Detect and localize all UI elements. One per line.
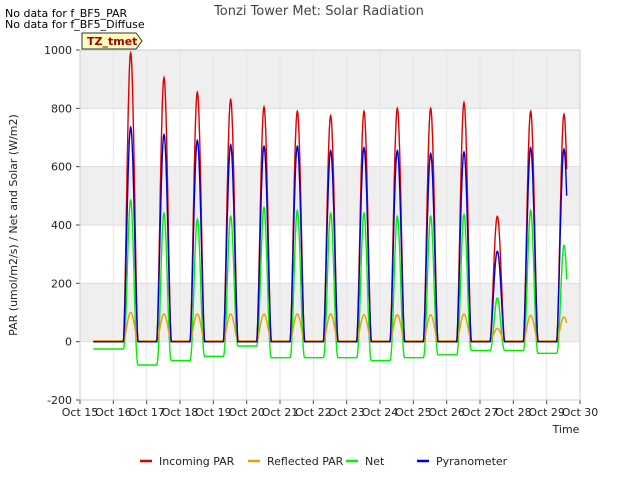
x-tick-label: Oct 23 [328,406,365,419]
y-tick-label: 600 [51,161,72,174]
x-tick-label: Oct 21 [262,406,299,419]
x-tick-label: Oct 25 [395,406,432,419]
y-tick-label: 800 [51,102,72,115]
plot-frame [79,49,581,401]
x-tick-label: Oct 18 [162,406,199,419]
x-tick-label: Oct 15 [62,406,99,419]
legend-label: Net [365,455,385,468]
y-axis-label: PAR (umol/m2/s) / Net and Solar (W/m2) [7,114,20,336]
legend-label: Pyranometer [436,455,508,468]
x-axis-label: Time [552,423,580,436]
series-line-reflected-par [93,311,568,344]
legend-item-pyranometer: Pyranometer [417,455,508,468]
y-tick-label: -200 [47,394,72,407]
legend: Incoming PAR Reflected PAR Net Pyranometer [140,455,508,468]
legend-label: Incoming PAR [159,455,235,468]
x-tick-label: Oct 19 [195,406,232,419]
x-tick-label: Oct 28 [495,406,532,419]
x-tick-label: Oct 29 [528,406,565,419]
x-tick-label: Oct 16 [95,406,132,419]
x-tick-label: Oct 22 [295,406,332,419]
chart-title: Tonzi Tower Met: Solar Radiation [213,4,424,19]
y-tick-label: 400 [51,219,72,232]
x-tick-label: Oct 20 [228,406,265,419]
x-tick-label: Oct 26 [428,406,465,419]
series-line-net [93,198,568,366]
background-band [80,283,580,342]
y-tick-label: 0 [65,336,72,349]
series-lines [93,50,568,366]
annotation-label: TZ_tmet [87,35,137,48]
no-data-note-diffuse: No data for f_BF5_Diffuse [5,18,145,31]
tz-tmet-annotation: TZ_tmet [81,32,143,50]
y-axis-ticks: -200 0 200 400 600 800 1000 [44,44,80,407]
x-tick-label: Oct 17 [128,406,165,419]
legend-label: Reflected PAR [267,455,344,468]
legend-item-incoming-par: Incoming PAR [140,455,235,468]
y-tick-label: 1000 [44,44,72,57]
background-band [80,50,580,109]
legend-item-reflected-par: Reflected PAR [248,455,344,468]
y-tick-label: 200 [51,277,72,290]
x-tick-label: Oct 30 [562,406,599,419]
legend-item-net: Net [346,455,385,468]
x-tick-label: Oct 27 [462,406,499,419]
no-data-note-par: No data for f_BF5_PAR [5,7,128,20]
series-line-pyranometer [93,125,568,343]
x-tick-label: Oct 24 [362,406,399,419]
plot-background-bands [80,50,580,342]
